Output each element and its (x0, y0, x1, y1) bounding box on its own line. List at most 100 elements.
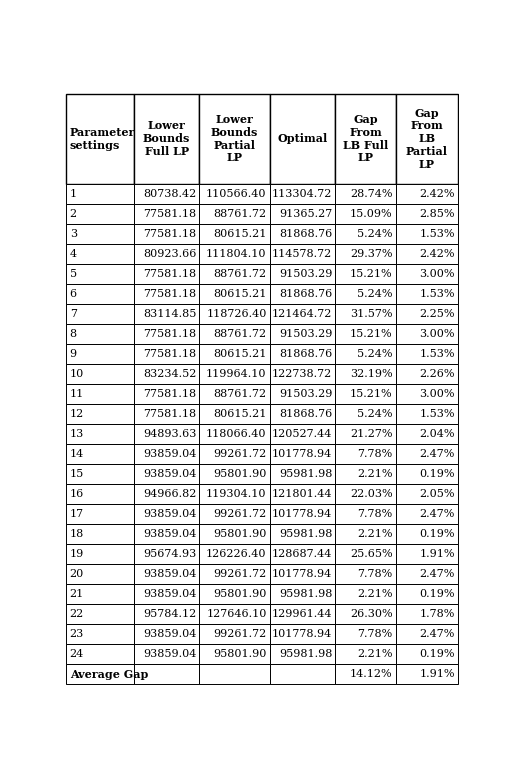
Text: 93859.04: 93859.04 (143, 449, 196, 459)
Bar (199, 324, 269, 344)
Text: 95801.90: 95801.90 (213, 469, 266, 479)
Bar (66, 544, 133, 564)
Bar (199, 584, 269, 604)
Text: 16: 16 (70, 489, 84, 499)
Text: 2.47%: 2.47% (419, 449, 454, 459)
Bar (66, 304, 133, 324)
Bar (395, 264, 457, 284)
Text: 4: 4 (70, 249, 77, 259)
Text: 12: 12 (70, 409, 84, 419)
Bar (199, 364, 269, 384)
Text: 1.53%: 1.53% (419, 229, 454, 239)
Bar (133, 504, 199, 524)
Text: 1.53%: 1.53% (419, 289, 454, 299)
Bar (269, 524, 334, 544)
Text: 14: 14 (70, 449, 84, 459)
Bar (66, 524, 133, 544)
Bar (199, 184, 269, 204)
Bar (66, 624, 133, 644)
Bar (269, 94, 334, 184)
Bar (66, 184, 133, 204)
Text: 2.04%: 2.04% (419, 429, 454, 439)
Text: 91503.29: 91503.29 (278, 389, 331, 399)
Bar (269, 644, 334, 664)
Text: 81868.76: 81868.76 (278, 229, 331, 239)
Text: 0.19%: 0.19% (419, 469, 454, 479)
Bar (269, 604, 334, 624)
Bar (269, 184, 334, 204)
Bar (395, 624, 457, 644)
Text: 2.47%: 2.47% (419, 509, 454, 519)
Bar (269, 384, 334, 403)
Bar (334, 384, 395, 403)
Bar (334, 184, 395, 204)
Text: 95801.90: 95801.90 (213, 589, 266, 599)
Bar (199, 604, 269, 624)
Bar (199, 664, 269, 684)
Bar (66, 264, 133, 284)
Bar (334, 584, 395, 604)
Text: 99261.72: 99261.72 (213, 569, 266, 579)
Text: 7.78%: 7.78% (357, 509, 392, 519)
Text: 29.37%: 29.37% (349, 249, 392, 259)
Bar (334, 244, 395, 264)
Bar (334, 564, 395, 584)
Text: Gap
From
LB Full
LP: Gap From LB Full LP (342, 114, 387, 163)
Bar (334, 644, 395, 664)
Bar (395, 304, 457, 324)
Bar (395, 464, 457, 484)
Text: 77581.18: 77581.18 (143, 389, 196, 399)
Bar (269, 244, 334, 264)
Text: 5.24%: 5.24% (356, 229, 392, 239)
Text: 91365.27: 91365.27 (278, 209, 331, 219)
Text: 1.53%: 1.53% (419, 349, 454, 359)
Bar (334, 544, 395, 564)
Bar (395, 604, 457, 624)
Text: 81868.76: 81868.76 (278, 409, 331, 419)
Bar (334, 464, 395, 484)
Text: 93859.04: 93859.04 (143, 569, 196, 579)
Text: 2.26%: 2.26% (419, 369, 454, 379)
Bar (334, 624, 395, 644)
Text: 0.19%: 0.19% (419, 529, 454, 539)
Bar (66, 204, 133, 224)
Bar (334, 664, 395, 684)
Text: 80615.21: 80615.21 (213, 349, 266, 359)
Text: 77581.18: 77581.18 (143, 349, 196, 359)
Bar (199, 403, 269, 424)
Text: 101778.94: 101778.94 (271, 509, 331, 519)
Bar (66, 644, 133, 664)
Bar (133, 564, 199, 584)
Bar (395, 444, 457, 464)
Text: 114578.72: 114578.72 (271, 249, 331, 259)
Text: 2.21%: 2.21% (356, 649, 392, 659)
Bar (269, 264, 334, 284)
Bar (395, 424, 457, 444)
Bar (395, 244, 457, 264)
Text: 129961.44: 129961.44 (271, 609, 331, 619)
Bar (199, 424, 269, 444)
Bar (66, 244, 133, 264)
Bar (269, 324, 334, 344)
Text: 5.24%: 5.24% (356, 289, 392, 299)
Bar (199, 444, 269, 464)
Text: 21.27%: 21.27% (349, 429, 392, 439)
Bar (133, 403, 199, 424)
Bar (133, 664, 199, 684)
Text: 22: 22 (70, 609, 84, 619)
Bar (66, 284, 133, 304)
Bar (133, 324, 199, 344)
Text: 2: 2 (70, 209, 77, 219)
Bar (133, 444, 199, 464)
Bar (269, 364, 334, 384)
Bar (66, 464, 133, 484)
Bar (66, 94, 133, 184)
Bar (395, 384, 457, 403)
Text: 1.91%: 1.91% (419, 669, 454, 679)
Text: 120527.44: 120527.44 (271, 429, 331, 439)
Bar (199, 304, 269, 324)
Text: 15.21%: 15.21% (349, 269, 392, 279)
Text: 77581.18: 77581.18 (143, 289, 196, 299)
Text: 91503.29: 91503.29 (278, 329, 331, 339)
Bar (334, 444, 395, 464)
